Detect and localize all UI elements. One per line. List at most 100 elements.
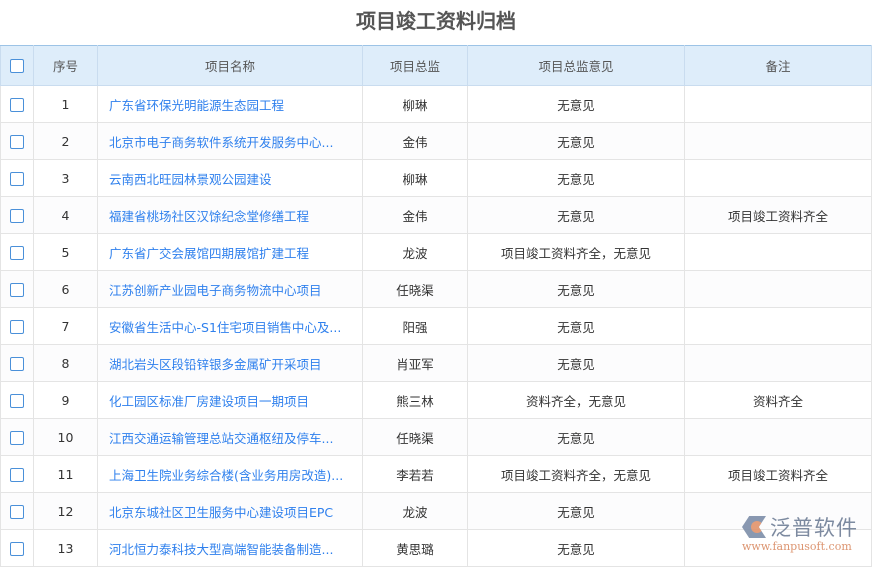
table-row[interactable]: 6 江苏创新产业园电子商务物流中心项目 任晓渠 无意见 — [0, 270, 872, 308]
cell-project-name-link[interactable]: 上海卫生院业务综合楼(含业务用房改造)... — [97, 455, 363, 493]
cell-project-name-link[interactable]: 江西交通运输管理总站交通枢纽及停车... — [97, 418, 363, 456]
cell-project-name-link[interactable]: 安徽省生活中心-S1住宅项目销售中心及... — [97, 307, 363, 345]
cell-remark — [684, 344, 872, 382]
table-row[interactable]: 10 江西交通运输管理总站交通枢纽及停车... 任晓渠 无意见 — [0, 418, 872, 456]
cell-opinion: 无意见 — [467, 492, 685, 530]
cell-remark: 资料齐全 — [684, 381, 872, 419]
table-row[interactable]: 4 福建省桃场社区汉馀纪念堂修缮工程 金伟 无意见 项目竣工资料齐全 — [0, 196, 872, 234]
cell-opinion: 无意见 — [467, 196, 685, 234]
cell-project-name-link[interactable]: 化工园区标准厂房建设项目一期项目 — [97, 381, 363, 419]
cell-no: 7 — [33, 307, 98, 345]
cell-remark — [684, 270, 872, 308]
row-select-cell[interactable] — [0, 381, 34, 419]
logo-name: 泛普软件 — [770, 516, 858, 540]
cell-director: 李若若 — [362, 455, 468, 493]
logo-mark-icon — [742, 516, 766, 538]
row-checkbox[interactable] — [10, 282, 24, 297]
cell-director: 熊三林 — [362, 381, 468, 419]
cell-no: 8 — [33, 344, 98, 382]
cell-director: 金伟 — [362, 122, 468, 160]
header-no[interactable]: 序号 — [33, 45, 98, 86]
row-select-cell[interactable] — [0, 418, 34, 456]
cell-no: 9 — [33, 381, 98, 419]
cell-remark — [684, 307, 872, 345]
cell-remark — [684, 492, 872, 530]
row-checkbox[interactable] — [10, 467, 24, 482]
cell-project-name-link[interactable]: 北京东城社区卫生服务中心建设项目EPC — [97, 492, 363, 530]
row-checkbox[interactable] — [10, 319, 24, 334]
table-row[interactable]: 7 安徽省生活中心-S1住宅项目销售中心及... 阳强 无意见 — [0, 307, 872, 345]
row-checkbox[interactable] — [10, 356, 24, 371]
cell-project-name-link[interactable]: 广东省广交会展馆四期展馆扩建工程 — [97, 233, 363, 271]
table-row[interactable]: 8 湖北岩头区段铅锌银多金属矿开采项目 肖亚军 无意见 — [0, 344, 872, 382]
header-director[interactable]: 项目总监 — [362, 45, 468, 86]
table-row[interactable]: 1 广东省环保光明能源生态园工程 柳琳 无意见 — [0, 85, 872, 123]
row-checkbox[interactable] — [10, 541, 24, 556]
select-all-cell[interactable] — [0, 45, 34, 86]
cell-remark: 项目竣工资料齐全 — [684, 196, 872, 234]
row-select-cell[interactable] — [0, 196, 34, 234]
row-checkbox[interactable] — [10, 171, 24, 186]
cell-remark — [684, 85, 872, 123]
row-select-cell[interactable] — [0, 492, 34, 530]
table-row[interactable]: 12 北京东城社区卫生服务中心建设项目EPC 龙波 无意见 — [0, 492, 872, 530]
logo-url: www.fanpusoft.com — [742, 540, 852, 553]
cell-project-name-link[interactable]: 福建省桃场社区汉馀纪念堂修缮工程 — [97, 196, 363, 234]
cell-remark — [684, 418, 872, 456]
cell-opinion: 项目竣工资料齐全，无意见 — [467, 233, 685, 271]
table-row[interactable]: 3 云南西北旺园林景观公园建设 柳琳 无意见 — [0, 159, 872, 197]
cell-project-name-link[interactable]: 云南西北旺园林景观公园建设 — [97, 159, 363, 197]
cell-project-name-link[interactable]: 江苏创新产业园电子商务物流中心项目 — [97, 270, 363, 308]
cell-no: 2 — [33, 122, 98, 160]
table-row[interactable]: 9 化工园区标准厂房建设项目一期项目 熊三林 资料齐全，无意见 资料齐全 — [0, 381, 872, 419]
cell-remark — [684, 122, 872, 160]
row-select-cell[interactable] — [0, 122, 34, 160]
cell-opinion: 无意见 — [467, 307, 685, 345]
cell-no: 5 — [33, 233, 98, 271]
table-row[interactable]: 5 广东省广交会展馆四期展馆扩建工程 龙波 项目竣工资料齐全，无意见 — [0, 233, 872, 271]
archive-table: 序号 项目名称 项目总监 项目总监意见 备注 1 广东省环保光明能源生态园工程 … — [0, 45, 872, 567]
row-select-cell[interactable] — [0, 455, 34, 493]
cell-remark — [684, 159, 872, 197]
cell-director: 任晓渠 — [362, 418, 468, 456]
row-checkbox[interactable] — [10, 393, 24, 408]
row-select-cell[interactable] — [0, 307, 34, 345]
row-select-cell[interactable] — [0, 233, 34, 271]
header-opinion[interactable]: 项目总监意见 — [467, 45, 685, 86]
cell-director: 任晓渠 — [362, 270, 468, 308]
cell-director: 龙波 — [362, 492, 468, 530]
row-select-cell[interactable] — [0, 159, 34, 197]
cell-no: 6 — [33, 270, 98, 308]
cell-opinion: 无意见 — [467, 122, 685, 160]
fanpusoft-logo: 泛普软件 www.fanpusoft.com — [742, 512, 867, 557]
cell-director: 肖亚军 — [362, 344, 468, 382]
row-checkbox[interactable] — [10, 97, 24, 112]
cell-opinion: 项目竣工资料齐全，无意见 — [467, 455, 685, 493]
header-remark[interactable]: 备注 — [684, 45, 872, 86]
row-checkbox[interactable] — [10, 208, 24, 223]
cell-project-name-link[interactable]: 广东省环保光明能源生态园工程 — [97, 85, 363, 123]
cell-no: 3 — [33, 159, 98, 197]
cell-director: 阳强 — [362, 307, 468, 345]
row-select-cell[interactable] — [0, 344, 34, 382]
row-checkbox[interactable] — [10, 245, 24, 260]
table-header: 序号 项目名称 项目总监 项目总监意见 备注 — [0, 45, 872, 86]
cell-no: 1 — [33, 85, 98, 123]
table-row[interactable]: 2 北京市电子商务软件系统开发服务中心... 金伟 无意见 — [0, 122, 872, 160]
row-select-cell[interactable] — [0, 270, 34, 308]
cell-opinion: 无意见 — [467, 85, 685, 123]
select-all-checkbox[interactable] — [10, 59, 24, 74]
cell-director: 柳琳 — [362, 159, 468, 197]
row-checkbox[interactable] — [10, 430, 24, 445]
cell-no: 10 — [33, 418, 98, 456]
cell-director: 龙波 — [362, 233, 468, 271]
row-select-cell[interactable] — [0, 85, 34, 123]
cell-opinion: 资料齐全，无意见 — [467, 381, 685, 419]
row-checkbox[interactable] — [10, 134, 24, 149]
header-name[interactable]: 项目名称 — [97, 45, 363, 86]
row-checkbox[interactable] — [10, 504, 24, 519]
cell-remark — [684, 233, 872, 271]
cell-project-name-link[interactable]: 北京市电子商务软件系统开发服务中心... — [97, 122, 363, 160]
table-row[interactable]: 11 上海卫生院业务综合楼(含业务用房改造)... 李若若 项目竣工资料齐全，无… — [0, 455, 872, 493]
cell-project-name-link[interactable]: 湖北岩头区段铅锌银多金属矿开采项目 — [97, 344, 363, 382]
